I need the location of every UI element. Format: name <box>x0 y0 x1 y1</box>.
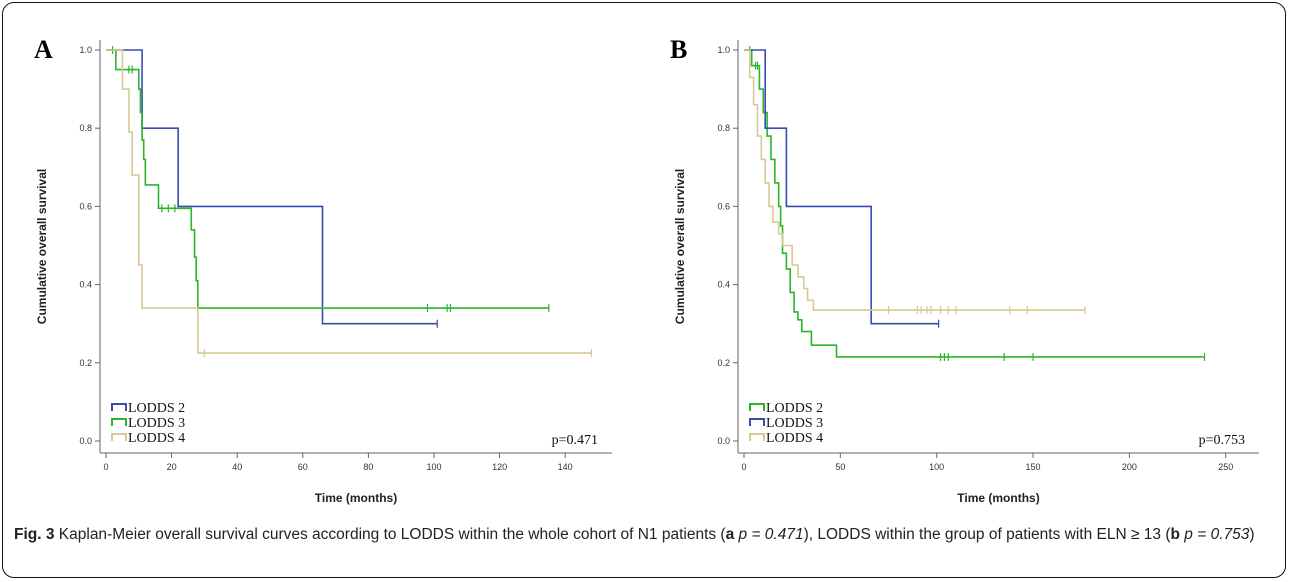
caption-label-a: a <box>725 526 735 543</box>
legend-swatch <box>749 403 765 411</box>
figure-caption: Fig. 3 Kaplan-Meier overall survival cur… <box>14 522 1276 547</box>
x-tick-label: 60 <box>298 462 308 472</box>
x-tick-label: 20 <box>167 462 177 472</box>
y-tick-label: 1.0 <box>79 45 92 55</box>
legend-label: LODDS 3 <box>128 416 185 431</box>
legend-label: LODDS 3 <box>766 416 823 431</box>
legend-swatch <box>111 433 127 441</box>
y-tick-label: 0.6 <box>717 201 730 211</box>
y-tick-label: 0.2 <box>717 358 730 368</box>
y-tick-label: 0.0 <box>717 436 730 446</box>
panel-letter: A <box>34 35 53 64</box>
x-tick-label: 200 <box>1122 462 1137 472</box>
survival-curve-lodds-4 <box>744 49 1086 311</box>
legend-swatch <box>749 433 765 441</box>
x-tick-label: 50 <box>835 462 845 472</box>
x-tick-label: 250 <box>1218 462 1233 472</box>
p-value-label: p=0.471 <box>552 433 598 448</box>
y-axis-title: Cumulative overall survival <box>35 169 49 324</box>
panel-b-chart: 0.0 0.2 0.4 0.6 0.8 1.0 0 50 100 150 200 250 Time (m… <box>670 35 1259 505</box>
x-tick-label: 150 <box>1026 462 1041 472</box>
figure-label: Fig. 3 <box>14 526 55 543</box>
x-tick-label: 40 <box>232 462 242 472</box>
x-tick-label: 100 <box>426 462 441 472</box>
caption-text-end: ) <box>1249 526 1255 543</box>
y-tick-label: 1.0 <box>717 45 730 55</box>
legend-swatch <box>111 403 127 411</box>
survival-curve-lodds-3 <box>106 49 549 309</box>
legend-label: LODDS 4 <box>766 431 823 446</box>
survival-curve-lodds-2 <box>744 49 1205 358</box>
x-tick-label: 0 <box>103 462 108 472</box>
x-tick-label: 100 <box>929 462 944 472</box>
y-axis-title: Cumulative overall survival <box>673 169 687 324</box>
y-tick-label: 0.2 <box>79 358 92 368</box>
x-tick-label: 120 <box>492 462 507 472</box>
legend-label: LODDS 4 <box>128 431 185 446</box>
survival-curve-lodds-3 <box>744 49 939 325</box>
x-axis-title: Time (months) <box>957 491 1039 505</box>
caption-label-b: b <box>1170 526 1180 543</box>
x-axis-title: Time (months) <box>315 491 397 505</box>
x-tick-label: 0 <box>741 462 746 472</box>
legend-swatch <box>111 418 127 426</box>
caption-p-a: p = 0.471 <box>734 526 804 543</box>
y-tick-label: 0.8 <box>717 123 730 133</box>
panel-letter: B <box>670 35 687 64</box>
caption-text-mid: ), LODDS within the group of patients wi… <box>803 526 1171 543</box>
panel-a-chart: 0.0 0.2 0.4 0.6 0.8 1.0 0 20 40 60 80 100 120 140 Time… <box>34 35 612 505</box>
survival-curve-lodds-2 <box>106 49 438 325</box>
y-tick-label: 0.4 <box>717 280 730 290</box>
y-tick-label: 0.6 <box>79 201 92 211</box>
y-tick-label: 0.0 <box>79 436 92 446</box>
caption-p-b: p = 0.753 <box>1179 526 1250 543</box>
x-tick-label: 80 <box>363 462 373 472</box>
p-value-label: p=0.753 <box>1199 433 1245 448</box>
legend-label: LODDS 2 <box>766 401 823 416</box>
legend-swatch <box>749 418 765 426</box>
caption-text: Kaplan-Meier overall survival curves acc… <box>54 526 726 543</box>
legend-label: LODDS 2 <box>128 401 185 416</box>
survival-curve-lodds-4 <box>106 49 592 354</box>
figure-canvas: 0.0 0.2 0.4 0.6 0.8 1.0 0 20 40 60 80 100 120 140 Time… <box>34 35 1259 505</box>
y-tick-label: 0.8 <box>79 123 92 133</box>
y-tick-label: 0.4 <box>79 280 92 290</box>
x-tick-label: 140 <box>558 462 573 472</box>
